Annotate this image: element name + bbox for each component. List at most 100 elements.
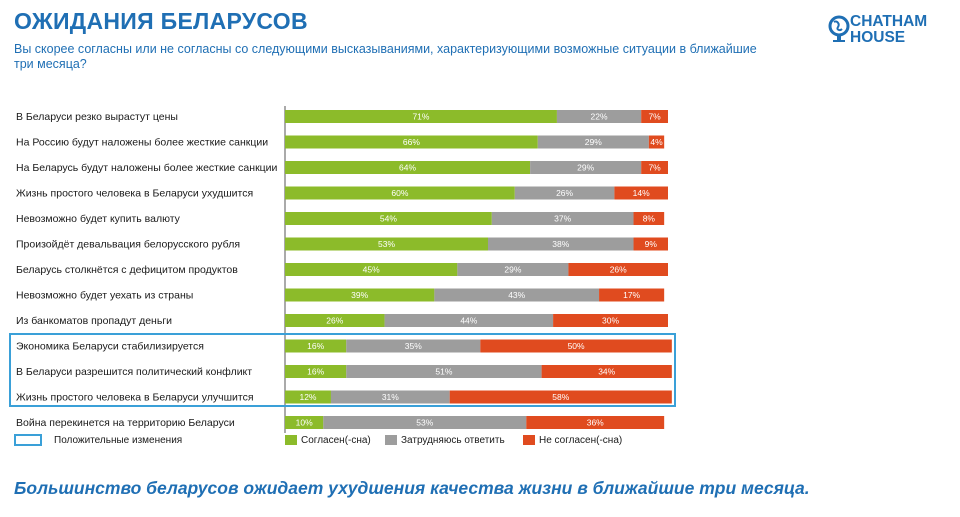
- data-label-unsure: 51%: [435, 367, 452, 377]
- data-label-disagree: 9%: [645, 239, 658, 249]
- bar-segment-agree: [285, 212, 492, 225]
- bar-segment-disagree: [599, 288, 665, 302]
- data-label-disagree: 58%: [552, 392, 569, 402]
- bar-row: Произойдёт девальвация белорусского рубл…: [16, 237, 668, 251]
- data-label-agree: 66%: [403, 137, 420, 147]
- data-label-agree: 53%: [378, 239, 395, 249]
- data-label-agree: 16%: [307, 367, 324, 377]
- bar-segment-agree: [285, 237, 488, 251]
- bar-segment-agree: [285, 339, 347, 353]
- category-label: Война перекинется на территорию Беларуси: [16, 417, 235, 429]
- data-label-unsure: 43%: [508, 290, 525, 300]
- data-label-agree: 71%: [412, 112, 429, 122]
- logo-line-1: CHATHAM: [850, 13, 928, 30]
- bar-segment-unsure: [491, 212, 634, 225]
- legend-disagree-swatch: [523, 435, 535, 445]
- bar-segment-unsure: [346, 339, 481, 353]
- bar-segment-agree: [285, 390, 331, 404]
- data-label-unsure: 29%: [504, 265, 521, 275]
- bar-segment-disagree: [641, 110, 668, 123]
- bar-row: Война перекинется на территорию Беларуси…: [16, 416, 665, 429]
- bar-segment-disagree: [633, 212, 665, 225]
- legend-highlight-label: Положительные изменения: [54, 435, 183, 446]
- bar-row: В Беларуси разрешится политический конфл…: [16, 365, 672, 378]
- stacked-bar-chart: В Беларуси резко вырастут цены 71% 22% 7% На…: [16, 106, 672, 433]
- data-label-agree: 10%: [296, 418, 313, 428]
- category-label: Произойдёт девальвация белорусского рубл…: [16, 239, 240, 251]
- data-label-unsure: 38%: [552, 239, 569, 249]
- page-subtitle: Вы скорее согласны или не согласны со сл…: [14, 42, 757, 71]
- legend-highlight-swatch: [14, 434, 42, 446]
- legend-unsure-label: Затрудняюсь ответить: [401, 435, 505, 446]
- globe-icon: [828, 15, 850, 42]
- data-label-agree: 26%: [326, 316, 343, 326]
- data-label-disagree: 26%: [610, 265, 627, 275]
- category-label: В Беларуси разрешится политический конфл…: [16, 366, 252, 378]
- data-label-disagree: 4%: [650, 137, 663, 147]
- bar-row: Невозможно будет купить валюту 54% 37% 8%: [16, 212, 665, 225]
- bar-segment-agree: [285, 314, 385, 327]
- bar-segment-disagree: [480, 339, 672, 353]
- bar-segment-disagree: [553, 314, 668, 327]
- bar-segment-disagree: [541, 365, 672, 378]
- data-label-agree: 60%: [391, 188, 408, 198]
- bar-segment-unsure: [487, 237, 634, 251]
- data-label-disagree: 36%: [587, 418, 604, 428]
- chatham-house-logo: CHATHAM HOUSE: [828, 14, 948, 50]
- data-label-agree: 16%: [307, 341, 324, 351]
- data-label-agree: 54%: [380, 214, 397, 224]
- bar-segment-agree: [285, 263, 458, 276]
- bar-row: В Беларуси резко вырастут цены 71% 22% 7%: [16, 110, 668, 123]
- category-label: Жизнь простого человека в Беларуси ухудш…: [16, 188, 253, 200]
- bar-segment-unsure: [434, 288, 600, 302]
- bar-segment-unsure: [323, 416, 527, 429]
- data-label-agree: 39%: [351, 290, 368, 300]
- bar-segment-agree: [285, 365, 347, 378]
- category-label: Экономика Беларуси стабилизируется: [16, 341, 204, 353]
- data-label-agree: 12%: [299, 392, 316, 402]
- bar-segment-disagree: [568, 263, 668, 276]
- bar-segment-disagree: [648, 135, 665, 149]
- data-label-disagree: 30%: [602, 316, 619, 326]
- data-label-unsure: 35%: [405, 341, 422, 351]
- data-label-unsure: 29%: [585, 137, 602, 147]
- bar-segment-unsure: [457, 263, 569, 276]
- data-label-disagree: 50%: [568, 341, 585, 351]
- category-label: На Россию будут наложены более жесткие с…: [16, 137, 268, 149]
- data-label-disagree: 14%: [633, 188, 650, 198]
- category-label: Невозможно будет купить валюту: [16, 213, 181, 225]
- bar-segment-agree: [285, 416, 324, 429]
- data-label-unsure: 44%: [460, 316, 477, 326]
- legend-disagree-label: Не согласен(-сна): [539, 435, 623, 446]
- bar-segment-agree: [285, 135, 538, 149]
- bar-segment-unsure: [514, 186, 615, 200]
- bar-segment-agree: [285, 288, 435, 302]
- bar-row: На Россию будут наложены более жесткие с…: [16, 135, 665, 149]
- bar-row: На Беларусь будут наложены более жесткие…: [16, 161, 668, 174]
- bar-segment-agree: [285, 161, 531, 174]
- data-label-disagree: 7%: [648, 112, 661, 122]
- category-label: Невозможно будет уехать из страны: [16, 290, 193, 302]
- bar-segment-unsure: [537, 135, 649, 149]
- bar-segment-unsure: [556, 110, 642, 123]
- category-label: На Беларусь будут наложены более жесткие…: [16, 162, 278, 174]
- data-label-disagree: 34%: [598, 367, 615, 377]
- bar-row: Из банкоматов пропадут деньги 26% 44% 30%: [16, 314, 668, 327]
- data-label-unsure: 22%: [591, 112, 608, 122]
- bar-segment-disagree: [633, 237, 668, 251]
- bar-segment-agree: [285, 186, 515, 200]
- footer-conclusion: Большинство беларусов ожидает ухудшения …: [14, 478, 810, 498]
- data-label-agree: 45%: [363, 265, 380, 275]
- data-label-unsure: 26%: [556, 188, 573, 198]
- category-label: Из банкоматов пропадут деньги: [16, 315, 172, 327]
- logo-line-2: HOUSE: [850, 29, 906, 46]
- data-label-agree: 64%: [399, 163, 416, 173]
- legend-agree-swatch: [285, 435, 297, 445]
- data-label-unsure: 37%: [554, 214, 571, 224]
- page-title: ОЖИДАНИЯ БЕЛАРУСОВ: [14, 8, 308, 34]
- bar-segment-agree: [285, 110, 557, 123]
- data-label-disagree: 8%: [643, 214, 656, 224]
- bar-row: Экономика Беларуси стабилизируется 16% 35%…: [16, 339, 672, 353]
- bar-segment-unsure: [384, 314, 554, 327]
- data-label-unsure: 31%: [382, 392, 399, 402]
